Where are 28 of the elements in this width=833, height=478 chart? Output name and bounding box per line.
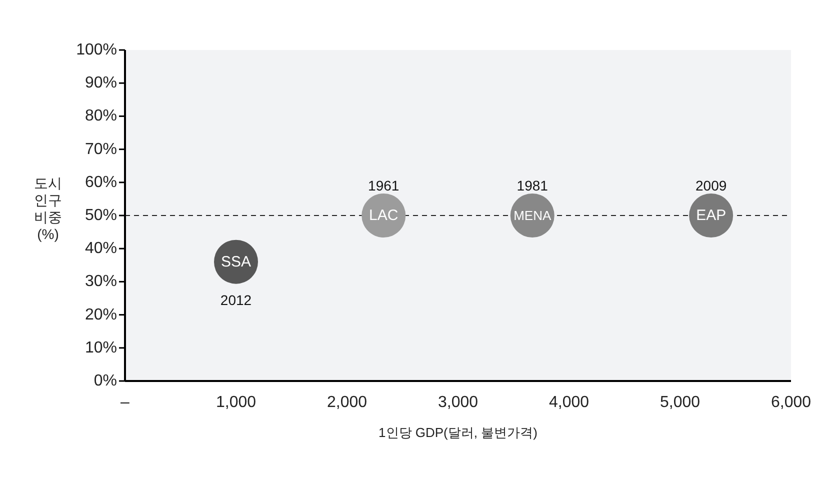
y-tick-label: 80% xyxy=(84,108,117,125)
y-tick-label: 0% xyxy=(94,372,117,390)
x-tick-label: – xyxy=(120,394,130,411)
annotation: EAP xyxy=(696,207,726,224)
y-tick-label: 90% xyxy=(84,74,117,92)
y-tick-label: 70% xyxy=(84,140,117,158)
annotation: MENA xyxy=(514,208,552,223)
annotation: SSA xyxy=(220,253,252,270)
y-tick-label: 10% xyxy=(84,339,117,356)
annotation: LAC xyxy=(369,207,398,224)
annotation: 2012 xyxy=(220,292,252,308)
annotation: 2009 xyxy=(696,178,727,194)
x-tick-label: 3,000 xyxy=(438,394,478,411)
y-tick-label: 30% xyxy=(84,273,117,290)
x-tick-label: 5,000 xyxy=(660,394,700,411)
x-tick-label: 2,000 xyxy=(326,394,368,411)
y-tick-label: 50% xyxy=(84,207,117,224)
x-axis-title: 1인당 GDP(달러, 불변가격) xyxy=(378,425,538,440)
y-axis-title: 도시 인구 비중 (%) xyxy=(34,175,62,242)
annotation: 1981 xyxy=(516,178,548,194)
y-tick-label: 100% xyxy=(76,42,117,58)
y-tick-label: 40% xyxy=(84,240,117,258)
y-tick-label: 60% xyxy=(84,174,117,191)
x-tick-label: 1,000 xyxy=(216,394,256,411)
y-tick-label: 20% xyxy=(84,306,117,324)
x-tick-label: 4,000 xyxy=(548,394,590,411)
annotation: 1961 xyxy=(368,178,400,194)
x-tick-label: 6,000 xyxy=(770,394,812,411)
